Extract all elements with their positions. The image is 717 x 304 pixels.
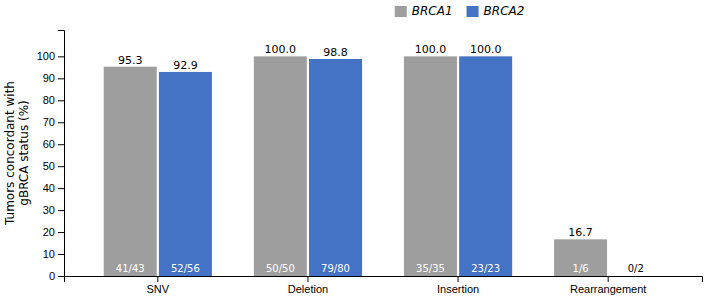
- bar: [459, 56, 512, 276]
- data-label: 16.7: [568, 226, 593, 239]
- chart: 0 10 20 30 40 50 60 70 80 90 100 SNV Deletion Inserti…: [0, 0, 717, 304]
- x-tick-mark: [307, 276, 308, 282]
- y-tick: 90: [43, 72, 64, 84]
- legend: BRCA1 BRCA2: [395, 4, 525, 18]
- bar: [404, 56, 457, 276]
- count-label: 41/43: [116, 263, 145, 274]
- labels: 95.3 41/43 100.0 50/50 100.0 35/35 16.7 1/6 92.9…: [116, 43, 644, 274]
- count-label: 0/2: [628, 263, 644, 274]
- count-label: 52/56: [171, 263, 200, 274]
- count-label: 35/35: [416, 263, 445, 274]
- y-tick-mark: [58, 210, 64, 211]
- y-tick-mark: [58, 122, 64, 123]
- data-label: 100.0: [265, 43, 297, 56]
- x-axis: SNV Deletion Insertion Rearrangement: [65, 276, 703, 295]
- y-tick: 20: [43, 226, 64, 238]
- y-tick-mark: [58, 276, 64, 277]
- legend-swatch: [467, 6, 479, 17]
- legend-label: BRCA1: [412, 4, 453, 18]
- bar: [309, 59, 362, 276]
- y-tick: 0: [49, 270, 64, 282]
- legend-item: BRCA1: [395, 4, 453, 18]
- plot: 0 10 20 30 40 50 60 70 80 90 100 SNV Deletion Inserti…: [37, 31, 703, 295]
- y-tick: 80: [43, 94, 64, 106]
- bar: [104, 67, 157, 276]
- x-tick: Deletion: [288, 276, 328, 295]
- y-tick-label: 10: [43, 248, 55, 260]
- y-tick-mark: [58, 188, 64, 189]
- data-label: 92.9: [173, 59, 198, 72]
- y-tick-label: 90: [43, 72, 55, 84]
- y-tick-label: 40: [43, 182, 55, 194]
- y-tick-label: 80: [43, 94, 55, 106]
- data-label: 95.3: [118, 54, 142, 67]
- y-tick: 50: [43, 160, 64, 172]
- x-tick-mark: [458, 276, 459, 282]
- data-label: 100.0: [415, 43, 447, 56]
- bar: [554, 239, 607, 276]
- legend-item: BRCA2: [467, 4, 525, 18]
- y-tick-label: 50: [43, 160, 55, 172]
- y-axis-line: [58, 31, 65, 277]
- bar: [254, 56, 307, 276]
- legend-swatch: [395, 6, 407, 17]
- y-tick-label: 60: [43, 138, 55, 150]
- y-axis-title: Tumors concordant withgBRCA status (%): [3, 81, 31, 226]
- x-tick-label: Rearrangement: [570, 283, 646, 295]
- x-tick: Insertion: [437, 276, 479, 295]
- y-tick: 60: [43, 138, 64, 150]
- y-tick: 30: [43, 204, 64, 216]
- x-tick-mark: [157, 276, 158, 282]
- x-axis-line: [65, 277, 703, 283]
- y-tick: 100: [37, 50, 64, 62]
- x-tick-label: Deletion: [288, 283, 328, 295]
- count-label: 50/50: [266, 263, 295, 274]
- y-tick-mark: [58, 56, 64, 57]
- data-label: 100.0: [470, 43, 502, 56]
- y-tick-label: 0: [49, 270, 55, 282]
- y-tick-mark: [58, 254, 64, 255]
- y-tick-mark: [58, 144, 64, 145]
- y-tick-mark: [58, 232, 64, 233]
- data-label: 98.8: [323, 46, 348, 59]
- y-tick-mark: [58, 78, 64, 79]
- y-tick: 70: [43, 116, 64, 128]
- count-label: 1/6: [573, 263, 589, 274]
- x-tick: Rearrangement: [570, 276, 646, 295]
- y-tick-label: 20: [43, 226, 55, 238]
- y-tick-label: 100: [37, 50, 55, 62]
- count-label: 23/23: [471, 263, 500, 274]
- y-axis: 0 10 20 30 40 50 60 70 80 90 100: [37, 31, 65, 283]
- count-label: 79/80: [321, 263, 350, 274]
- x-tick-label: SNV: [147, 283, 170, 295]
- x-tick-mark: [608, 276, 609, 282]
- bar: [159, 72, 212, 276]
- x-tick: SNV: [147, 276, 170, 295]
- y-tick: 10: [43, 248, 64, 260]
- x-tick-label: Insertion: [437, 283, 479, 295]
- bars: [104, 56, 607, 276]
- legend-label: BRCA2: [484, 4, 525, 18]
- y-tick-mark: [58, 166, 64, 167]
- y-tick-label: 30: [43, 204, 55, 216]
- y-tick-mark: [58, 100, 64, 101]
- y-tick: 40: [43, 182, 64, 194]
- y-tick-label: 70: [43, 116, 55, 128]
